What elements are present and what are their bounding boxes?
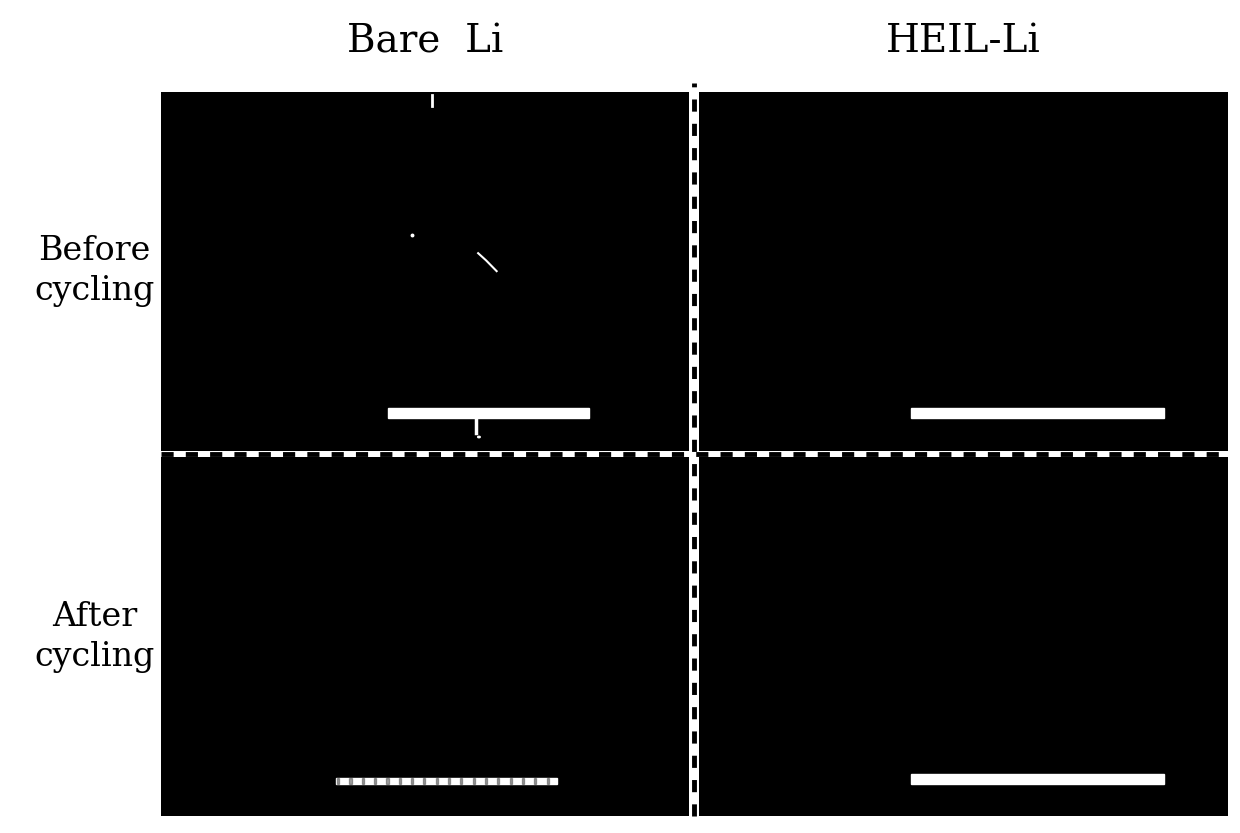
Bar <box>336 777 558 784</box>
Bar <box>387 778 388 784</box>
Text: After
cycling: After cycling <box>35 601 155 672</box>
Bar <box>547 778 549 784</box>
Bar <box>388 408 589 418</box>
Bar <box>374 778 376 784</box>
Bar <box>423 778 425 784</box>
Bar <box>910 774 1164 784</box>
Text: HEIL-Li: HEIL-Li <box>887 23 1040 60</box>
Text: Before
cycling: Before cycling <box>35 236 155 307</box>
Bar <box>485 778 487 784</box>
Bar <box>510 778 512 784</box>
Bar <box>350 778 352 784</box>
Bar <box>448 778 450 784</box>
Bar <box>522 778 525 784</box>
Bar <box>410 778 413 784</box>
Bar <box>472 778 475 784</box>
Bar <box>362 778 363 784</box>
Bar <box>534 778 537 784</box>
Text: Bare  Li: Bare Li <box>347 23 503 60</box>
Bar <box>910 408 1164 418</box>
Bar <box>497 778 500 784</box>
Bar <box>435 778 438 784</box>
Bar <box>337 778 340 784</box>
Bar <box>399 778 401 784</box>
Bar <box>460 778 463 784</box>
